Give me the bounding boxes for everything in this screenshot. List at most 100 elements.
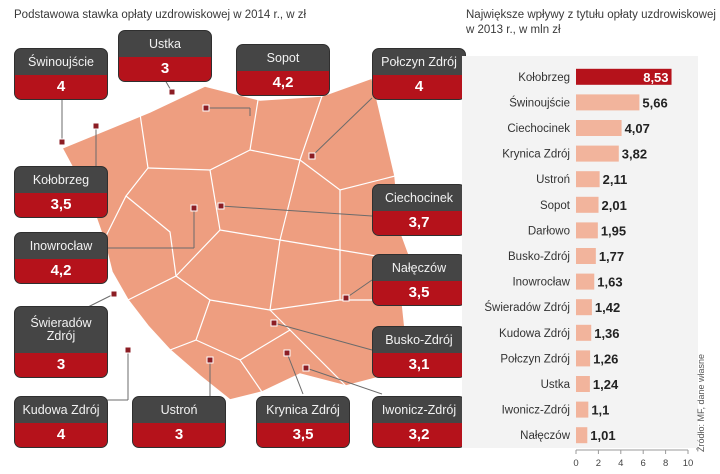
bar [576,120,622,136]
bar [576,196,599,213]
category-label: Ustroń [536,174,570,186]
tag-name: Połczyn Zdrój [381,55,457,69]
chart-title: Największe wpływy z tytułu opłaty uzdrow… [466,9,716,36]
tag-name: Sopot [266,51,300,65]
x-tick-label: 10 [683,458,694,469]
marker-inowroclaw [190,204,198,212]
tag-name: Busko-Zdrój [385,333,453,347]
tag-value: 3,5 [373,281,465,305]
value-label: 5,66 [642,95,667,110]
tag-swinoujscie: Świnoujście 4 [14,48,108,100]
tag-krynica-zdroj: Krynica Zdrój 3,5 [256,396,350,448]
tag-ustka: Ustka 3 [118,30,212,82]
bar [576,222,598,239]
category-label: Darłowo [528,225,570,237]
value-label: 1,36 [594,326,619,341]
tag-name: Ciechocinek [384,191,454,205]
value-label: 1,95 [601,223,626,238]
marker-iwonicz [302,364,310,372]
tag-name: Kołobrzeg [32,173,90,187]
value-label: 1,1 [591,403,609,418]
marker-naleczow [342,294,350,302]
value-label: 8,53 [643,70,668,85]
marker-swieradow [110,290,118,298]
category-label: Ustka [541,379,571,391]
value-label: 1,01 [590,428,615,443]
bar [576,273,595,290]
bar [576,94,640,111]
tag-swieradow-zdroj: Świeradów Zdrój 3 [14,306,108,378]
bar [576,145,619,162]
bar [576,324,592,341]
category-label: Świnoujście [509,96,570,109]
tag-ustron: Ustroń 3 [132,396,226,448]
bar [576,68,672,85]
tag-value: 4 [373,75,465,99]
map-title: Podstawowa stawka opłaty uzdrowiskowej w… [14,9,307,21]
tag-value: 3 [133,423,225,447]
tag-value: 3,5 [15,193,107,217]
value-label: 3,82 [622,147,647,162]
marker-ustka [168,88,176,96]
tag-name: Ustroń [160,403,198,417]
tag-name: Ustka [149,37,181,51]
tag-value: 4 [15,75,107,99]
tag-name: Kudowa Zdrój [22,403,100,417]
tag-inowroclaw: Inowrocław 4,2 [14,232,108,284]
tag-value: 4 [15,423,107,447]
marker-ciechocinek [217,202,225,210]
category-label: Busko-Zdrój [508,251,570,263]
tag-name: Nałęczów [391,261,447,275]
category-label: Iwonicz-Zdrój [502,405,570,417]
poland-map [58,77,415,401]
value-label: 2,11 [603,172,628,187]
leader-lines [61,79,383,401]
marker-polczyn [308,152,316,160]
tag-kolobrzeg: Kołobrzeg 3,5 [14,166,108,218]
bar [576,376,590,392]
value-label: 1,42 [595,300,620,315]
tag-value: 3,2 [373,423,465,447]
tag-value: 3,7 [373,211,465,235]
x-tick-label: 8 [663,458,668,469]
tag-busko-zdroj: Busko-Zdrój 3,1 [372,326,466,378]
tag-polczyn-zdroj: Połczyn Zdrój 4 [372,48,466,100]
source-note: Źródło: MF, dane własne [696,353,706,452]
poland-outline [60,77,415,401]
tag-ciechocinek: Ciechocinek 3,7 [372,184,466,236]
marker-kolobrzeg [92,122,100,130]
x-tick-label: 4 [618,458,623,469]
x-tick-label: 2 [596,458,601,469]
category-label: Ciechocinek [507,123,570,135]
tag-value: 4,2 [15,259,107,283]
spa-markers [58,88,350,372]
bar [576,299,592,316]
marker-sopot [202,104,210,112]
x-tick-label: 6 [641,458,646,469]
bar [576,171,600,188]
bar [576,248,596,264]
tag-name: Świnoujście [27,55,94,69]
tag-kudowa-zdroj: Kudowa Zdrój 4 [14,396,108,448]
tag-value: 3,5 [257,423,349,447]
bar [576,401,589,418]
category-label: Kołobrzeg [518,72,570,84]
marker-ustron [206,356,214,364]
category-label: Kudowa Zdrój [499,328,570,340]
value-label: 1,26 [593,351,618,366]
tag-value: 3 [15,353,107,377]
value-label: 2,01 [602,198,627,213]
marker-busko [270,319,278,327]
bar [576,350,591,367]
tag-sopot: Sopot 4,2 [236,44,330,96]
value-label: 4,07 [625,121,650,136]
tag-name: Krynica Zdrój [266,403,340,417]
tag-name: Iwonicz-Zdrój [381,403,457,417]
category-label: Połczyn Zdrój [500,353,570,365]
tag-value: 3 [119,57,211,81]
tag-naleczow: Nałęczów 3,5 [372,254,466,306]
category-label: Inowrocław [512,277,570,289]
x-tick-label: 0 [573,458,578,469]
bar [576,427,588,444]
value-label: 1,63 [597,275,622,290]
